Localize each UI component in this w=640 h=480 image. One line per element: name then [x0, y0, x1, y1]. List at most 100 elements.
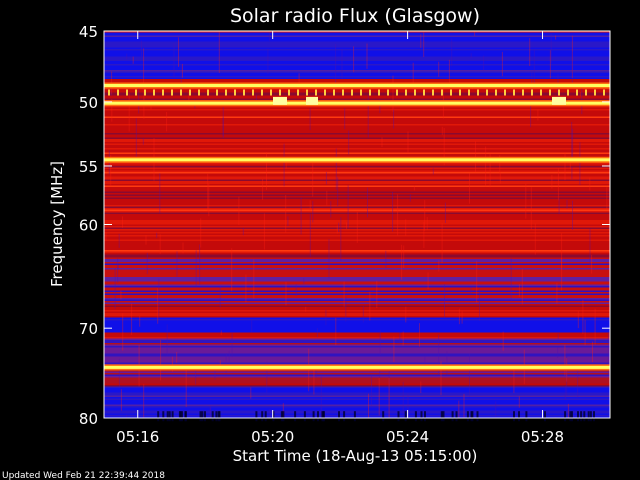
noise-streak [242, 228, 244, 236]
noise-streak [336, 225, 338, 234]
spectrogram-row [104, 193, 610, 195]
spectrogram-row [104, 130, 610, 132]
x-axis: 05:16 05:20 05:24 05:28 [116, 31, 564, 446]
dropout-streak [168, 411, 171, 422]
noise-streak [132, 56, 134, 64]
noise-streak [143, 48, 145, 89]
noise-streak [146, 252, 148, 275]
spectrogram-row [104, 173, 610, 176]
noise-streak [533, 49, 535, 87]
noise-streak [238, 196, 240, 225]
spectrogram-row [104, 55, 610, 57]
noise-streak [412, 62, 414, 90]
spectrogram-row [104, 187, 610, 189]
y-tick-label: 60 [79, 217, 98, 235]
noise-streak [376, 280, 378, 309]
noise-streak [185, 366, 187, 407]
spectrogram-row [104, 268, 610, 270]
spectrogram-row [104, 347, 610, 350]
spectrogram-row [104, 49, 610, 51]
spectrogram-row [104, 166, 610, 168]
noise-streak [423, 32, 425, 57]
x-tick-label: 05:28 [521, 428, 564, 446]
noise-streak [156, 232, 158, 239]
noise-streak [341, 48, 343, 80]
spectrogram-row [104, 107, 610, 110]
noise-streak [555, 35, 557, 40]
dropout-streak [338, 411, 340, 422]
dropout-streak [280, 411, 283, 422]
spectrogram-row [104, 322, 610, 324]
spectrogram-row [104, 343, 610, 345]
spectrogram-row [104, 404, 610, 407]
spectrogram-row [104, 248, 610, 251]
spectrogram-row [104, 91, 610, 93]
noise-streak [328, 239, 330, 279]
dropout-streak [414, 411, 417, 422]
spectrogram-row [104, 35, 610, 38]
spectrogram-row [104, 406, 610, 408]
noise-streak [309, 213, 311, 257]
spectrogram-row [104, 116, 610, 119]
spectrogram-row [104, 122, 610, 125]
noise-streak [401, 244, 403, 280]
spectrogram-row [104, 247, 610, 249]
noise-streak [513, 366, 515, 393]
y-tick-label: 70 [79, 320, 98, 338]
noise-streak [343, 281, 345, 307]
dropout-streak [424, 411, 426, 422]
periodic-spike [549, 89, 551, 96]
spectrogram-row [104, 413, 610, 416]
spectrogram-row [104, 332, 610, 335]
spectrogram-row [104, 356, 610, 359]
spectrogram-row [104, 305, 610, 308]
spectrogram-row [104, 203, 610, 206]
dropout-streak [420, 411, 423, 422]
spectrogram-row [104, 65, 610, 68]
noise-streak [385, 250, 387, 268]
spectrogram-row [104, 283, 610, 285]
spectrogram-row [104, 281, 610, 284]
dropout-streak [166, 411, 169, 422]
spectrogram-row [104, 178, 610, 180]
noise-streak [269, 409, 271, 418]
spectrogram-row [104, 251, 610, 254]
spectrogram-row [104, 391, 610, 393]
dropout-streak [593, 411, 595, 422]
spectrogram-row [104, 95, 610, 98]
spectrogram-row [104, 385, 610, 387]
spectrogram-row [104, 290, 610, 293]
noise-streak [392, 75, 394, 112]
noise-streak [142, 138, 144, 145]
spectrogram-row [104, 140, 610, 143]
noise-streak [470, 286, 472, 294]
spectrogram-row [104, 284, 610, 287]
noise-streak [369, 291, 371, 321]
spectrogram-row [104, 190, 610, 192]
spectrogram-row [104, 194, 610, 197]
noise-streak [402, 331, 404, 346]
noise-streak [367, 187, 368, 218]
dropout-streak [321, 411, 324, 422]
spectrogram-row [104, 196, 610, 198]
spectrogram-row [104, 323, 610, 326]
spectrogram-row [104, 389, 610, 392]
spectrogram-row [104, 371, 610, 374]
noise-streak [557, 333, 559, 340]
spectrogram-row [104, 298, 610, 300]
spectrogram-row [104, 145, 610, 147]
noise-streak [557, 168, 559, 201]
spectrogram-row [104, 263, 610, 266]
noise-streak [346, 222, 347, 229]
periodic-spike [468, 89, 470, 96]
spectrogram-row [104, 208, 610, 210]
noise-streak [157, 288, 159, 324]
x-tick-label: 05:24 [386, 428, 429, 446]
spectrogram-row [104, 403, 610, 405]
noise-streak [356, 211, 358, 243]
spectrogram-row [104, 62, 610, 65]
spectrogram-row [104, 328, 610, 330]
spectrogram-row [104, 230, 610, 233]
noise-streak [409, 194, 411, 202]
noise-streak [440, 361, 442, 396]
